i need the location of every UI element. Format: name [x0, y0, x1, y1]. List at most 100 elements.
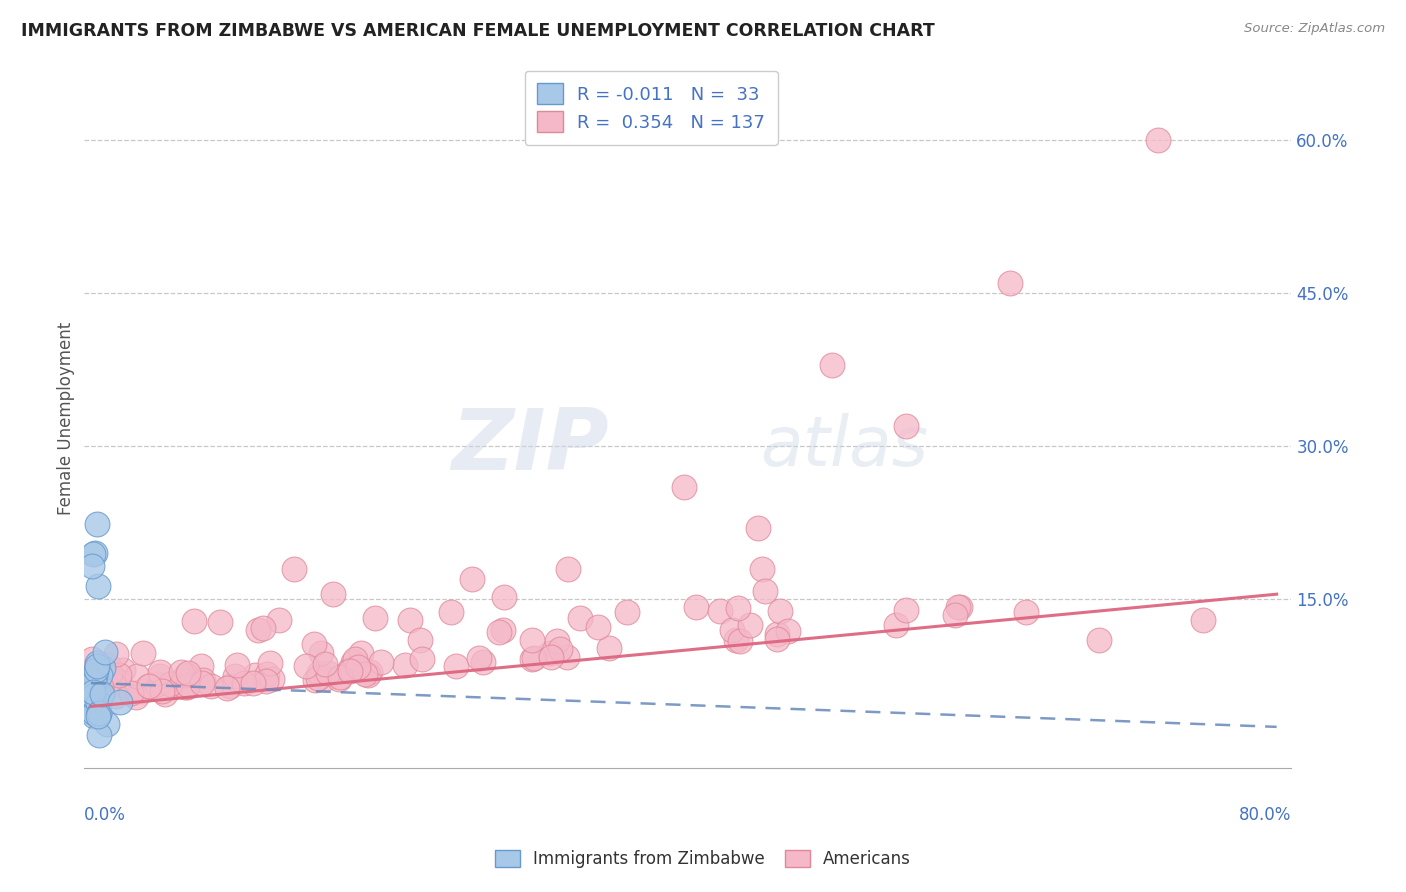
- Point: [136, 680, 159, 694]
- Point: [359, 665, 381, 679]
- Point: [83, 674, 105, 689]
- Point: [548, 642, 571, 657]
- Point: [520, 633, 543, 648]
- Point: [766, 626, 789, 640]
- Point: [242, 676, 264, 690]
- Point: [112, 664, 135, 678]
- Point: [103, 676, 125, 690]
- Point: [894, 418, 917, 433]
- Legend: Immigrants from Zimbabwe, Americans: Immigrants from Zimbabwe, Americans: [486, 842, 920, 877]
- Point: [89, 680, 111, 694]
- Point: [150, 683, 173, 698]
- Point: [598, 640, 620, 655]
- Point: [82, 690, 104, 705]
- Point: [176, 681, 198, 695]
- Point: [307, 671, 329, 685]
- Point: [208, 615, 231, 630]
- Point: [350, 646, 373, 660]
- Point: [949, 599, 972, 614]
- Point: [1147, 133, 1170, 147]
- Point: [86, 701, 108, 715]
- Point: [97, 657, 120, 672]
- Point: [751, 562, 773, 576]
- Point: [89, 668, 111, 682]
- Point: [86, 516, 108, 531]
- Point: [170, 665, 193, 679]
- Point: [224, 668, 246, 682]
- Point: [894, 603, 917, 617]
- Point: [80, 559, 103, 574]
- Point: [245, 668, 267, 682]
- Point: [259, 656, 281, 670]
- Point: [193, 673, 215, 687]
- Point: [342, 656, 364, 670]
- Point: [262, 673, 284, 687]
- Point: [411, 651, 433, 665]
- Point: [394, 658, 416, 673]
- Point: [91, 661, 114, 675]
- Text: 80.0%: 80.0%: [1239, 806, 1292, 824]
- Point: [256, 667, 278, 681]
- Point: [131, 684, 153, 698]
- Point: [125, 669, 148, 683]
- Point: [295, 658, 318, 673]
- Point: [105, 647, 128, 661]
- Point: [89, 728, 111, 742]
- Point: [616, 605, 638, 619]
- Point: [329, 670, 352, 684]
- Point: [82, 679, 104, 693]
- Point: [821, 358, 844, 372]
- Point: [314, 657, 336, 672]
- Point: [555, 650, 578, 665]
- Point: [886, 618, 908, 632]
- Point: [252, 621, 274, 635]
- Point: [93, 645, 115, 659]
- Point: [328, 672, 350, 686]
- Legend: R = -0.011   N =  33, R =  0.354   N = 137: R = -0.011 N = 33, R = 0.354 N = 137: [524, 70, 778, 145]
- Point: [87, 681, 110, 696]
- Point: [87, 706, 110, 720]
- Point: [83, 709, 105, 723]
- Point: [254, 674, 277, 689]
- Point: [347, 660, 370, 674]
- Point: [721, 624, 744, 638]
- Point: [546, 633, 568, 648]
- Point: [84, 698, 107, 713]
- Point: [83, 545, 105, 559]
- Point: [472, 655, 495, 669]
- Point: [728, 634, 751, 648]
- Point: [316, 666, 339, 681]
- Point: [124, 690, 146, 704]
- Point: [1015, 605, 1038, 619]
- Point: [946, 600, 969, 615]
- Point: [159, 677, 181, 691]
- Point: [302, 637, 325, 651]
- Point: [177, 678, 200, 692]
- Point: [87, 686, 110, 700]
- Point: [219, 679, 242, 693]
- Point: [91, 687, 114, 701]
- Point: [778, 624, 800, 639]
- Point: [357, 667, 380, 681]
- Point: [725, 632, 748, 647]
- Point: [765, 632, 787, 647]
- Point: [267, 613, 290, 627]
- Point: [146, 677, 169, 691]
- Point: [149, 669, 172, 683]
- Point: [84, 663, 107, 677]
- Point: [138, 679, 160, 693]
- Text: ZIP: ZIP: [451, 405, 609, 488]
- Point: [488, 624, 510, 639]
- Point: [87, 692, 110, 706]
- Point: [90, 682, 112, 697]
- Point: [315, 671, 337, 685]
- Point: [107, 668, 129, 682]
- Point: [80, 665, 103, 679]
- Point: [174, 667, 197, 681]
- Point: [769, 605, 792, 619]
- Point: [754, 583, 776, 598]
- Point: [108, 675, 131, 690]
- Point: [98, 666, 121, 681]
- Point: [82, 547, 104, 561]
- Point: [492, 591, 515, 605]
